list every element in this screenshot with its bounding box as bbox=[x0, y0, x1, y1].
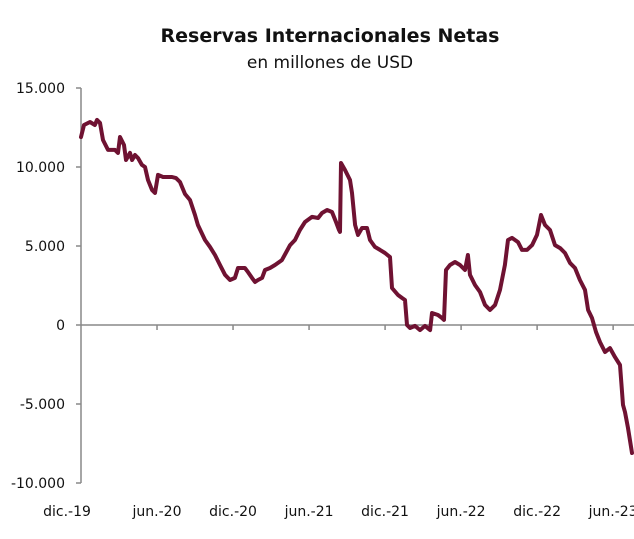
x-tick-label: jun.-21 bbox=[284, 504, 334, 520]
x-tick-label: dic.-21 bbox=[361, 504, 409, 520]
y-tick-label: 0 bbox=[56, 318, 65, 334]
y-tick-label: -10.000 bbox=[11, 476, 65, 492]
y-tick-label: 15.000 bbox=[16, 81, 65, 97]
series-layer bbox=[79, 117, 634, 455]
x-tick-label: dic.-19 bbox=[43, 504, 91, 520]
x-tick-label: jun.-20 bbox=[132, 504, 182, 520]
x-tick-label: jun.-23 bbox=[588, 504, 634, 520]
x-tick-label: dic.-22 bbox=[513, 504, 561, 520]
y-axis: 15.000 10.000 5.000 0 -5.000 -10.000 bbox=[11, 81, 82, 492]
x-axis: dic.-19 jun.-20 dic.-20 jun.-21 dic.-21 jun.-… bbox=[43, 324, 634, 520]
y-tick-label: -5.000 bbox=[20, 397, 65, 413]
x-tick-label: dic.-20 bbox=[209, 504, 257, 520]
chart-title: Reservas Internacionales Netas bbox=[161, 25, 500, 47]
series-line-rin bbox=[79, 117, 634, 455]
y-tick-label: 10.000 bbox=[16, 160, 65, 176]
y-tick-label: 5.000 bbox=[25, 239, 65, 255]
x-tick-label: jun.-22 bbox=[436, 504, 486, 520]
chart-subtitle: en millones de USD bbox=[247, 53, 413, 73]
